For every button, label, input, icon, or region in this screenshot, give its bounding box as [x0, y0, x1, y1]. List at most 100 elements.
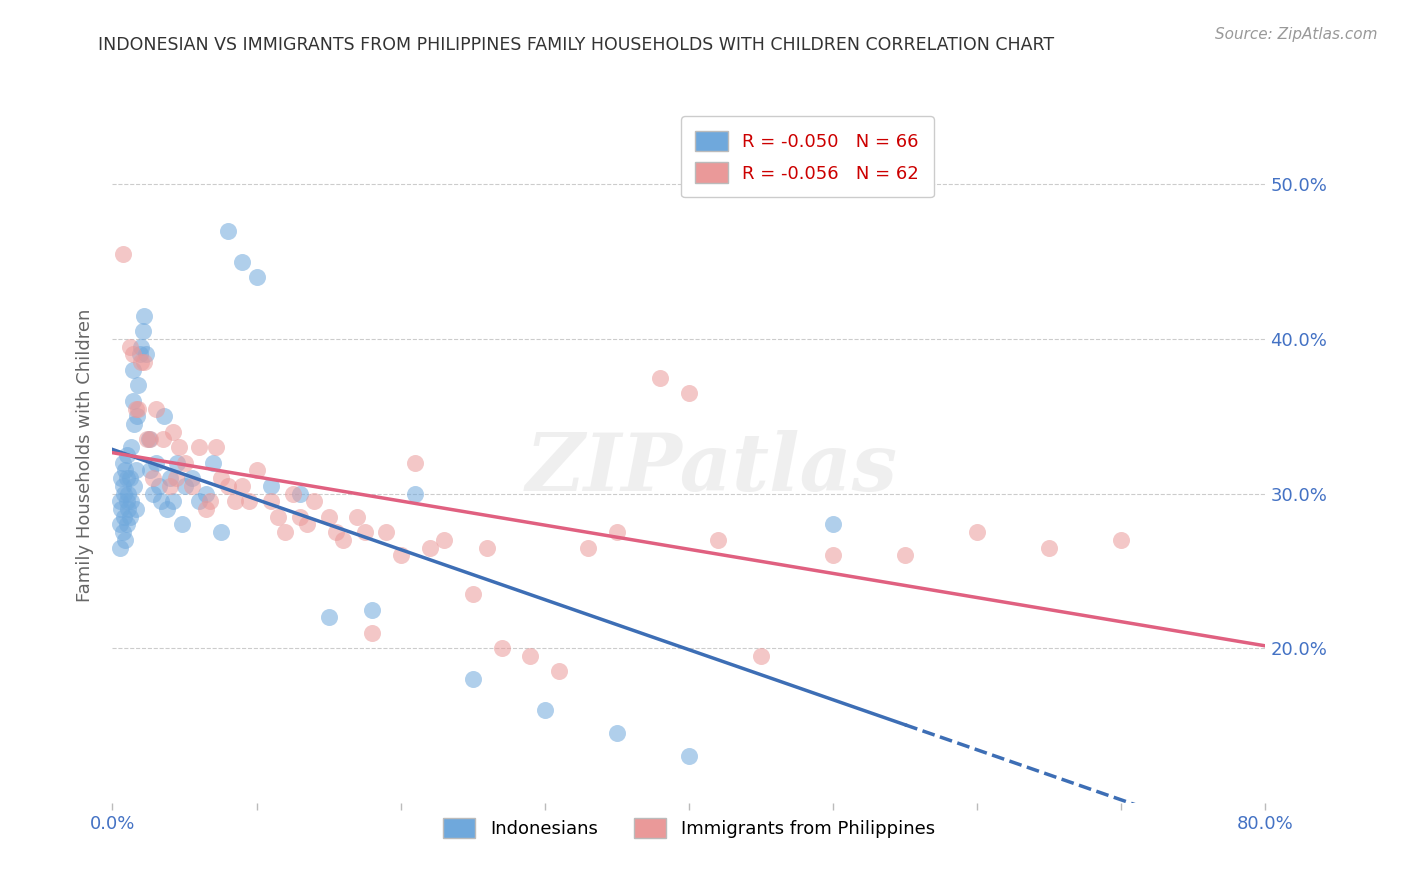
- Point: [111, 525, 134, 540]
- Point: [707, 533, 730, 547]
- Point: [433, 533, 456, 547]
- Point: [173, 456, 195, 470]
- Point: [491, 641, 513, 656]
- Point: [519, 648, 541, 663]
- Point: [111, 247, 134, 261]
- Point: [188, 494, 211, 508]
- Point: [606, 525, 628, 540]
- Point: [112, 486, 135, 500]
- Point: [195, 486, 218, 500]
- Point: [134, 355, 156, 369]
- Point: [267, 509, 290, 524]
- Point: [111, 479, 134, 493]
- Point: [120, 440, 142, 454]
- Point: [318, 509, 340, 524]
- Point: [120, 494, 142, 508]
- Point: [217, 224, 239, 238]
- Point: [260, 479, 283, 493]
- Point: [260, 494, 283, 508]
- Point: [127, 401, 149, 416]
- Legend: Indonesians, Immigrants from Philippines: Indonesians, Immigrants from Philippines: [429, 803, 949, 853]
- Point: [576, 541, 599, 555]
- Point: [121, 347, 143, 361]
- Point: [325, 525, 347, 540]
- Text: Source: ZipAtlas.com: Source: ZipAtlas.com: [1215, 27, 1378, 42]
- Point: [288, 509, 311, 524]
- Point: [165, 471, 187, 485]
- Point: [122, 417, 145, 431]
- Point: [217, 479, 239, 493]
- Point: [162, 494, 184, 508]
- Point: [142, 486, 165, 500]
- Point: [108, 541, 131, 555]
- Point: [894, 549, 917, 563]
- Point: [159, 479, 181, 493]
- Point: [167, 440, 190, 454]
- Point: [180, 471, 202, 485]
- Point: [153, 409, 176, 424]
- Point: [108, 494, 131, 508]
- Point: [156, 502, 179, 516]
- Point: [127, 378, 149, 392]
- Point: [678, 749, 700, 764]
- Point: [124, 502, 146, 516]
- Point: [150, 494, 173, 508]
- Point: [121, 393, 143, 408]
- Point: [1111, 533, 1133, 547]
- Point: [332, 533, 354, 547]
- Point: [117, 486, 139, 500]
- Y-axis label: Family Households with Children: Family Households with Children: [76, 309, 94, 601]
- Point: [231, 254, 253, 268]
- Point: [678, 386, 700, 401]
- Point: [318, 610, 340, 624]
- Point: [125, 409, 148, 424]
- Point: [231, 479, 253, 493]
- Point: [132, 324, 155, 338]
- Point: [246, 270, 269, 285]
- Point: [124, 401, 146, 416]
- Point: [145, 401, 167, 416]
- Point: [110, 502, 132, 516]
- Point: [122, 479, 145, 493]
- Point: [475, 541, 499, 555]
- Point: [111, 456, 134, 470]
- Point: [129, 340, 153, 354]
- Point: [606, 726, 628, 740]
- Point: [195, 502, 218, 516]
- Point: [389, 549, 412, 563]
- Point: [139, 463, 162, 477]
- Point: [124, 463, 146, 477]
- Point: [346, 509, 368, 524]
- Point: [173, 479, 195, 493]
- Point: [461, 587, 484, 601]
- Point: [461, 672, 484, 686]
- Point: [304, 494, 326, 508]
- Point: [404, 456, 426, 470]
- Point: [360, 602, 382, 616]
- Point: [128, 347, 150, 361]
- Point: [118, 509, 141, 524]
- Point: [118, 340, 141, 354]
- Point: [129, 355, 153, 369]
- Point: [353, 525, 375, 540]
- Point: [188, 440, 211, 454]
- Point: [110, 471, 132, 485]
- Point: [142, 471, 165, 485]
- Point: [295, 517, 318, 532]
- Point: [115, 471, 138, 485]
- Point: [180, 479, 202, 493]
- Point: [419, 541, 441, 555]
- Point: [404, 486, 426, 500]
- Text: ZIPatlas: ZIPatlas: [526, 430, 898, 508]
- Point: [121, 363, 143, 377]
- Point: [152, 433, 174, 447]
- Point: [139, 433, 162, 447]
- Point: [205, 440, 228, 454]
- Point: [534, 703, 557, 717]
- Point: [114, 533, 136, 547]
- Point: [202, 456, 225, 470]
- Point: [134, 309, 156, 323]
- Point: [117, 502, 139, 516]
- Point: [360, 625, 382, 640]
- Point: [138, 433, 160, 447]
